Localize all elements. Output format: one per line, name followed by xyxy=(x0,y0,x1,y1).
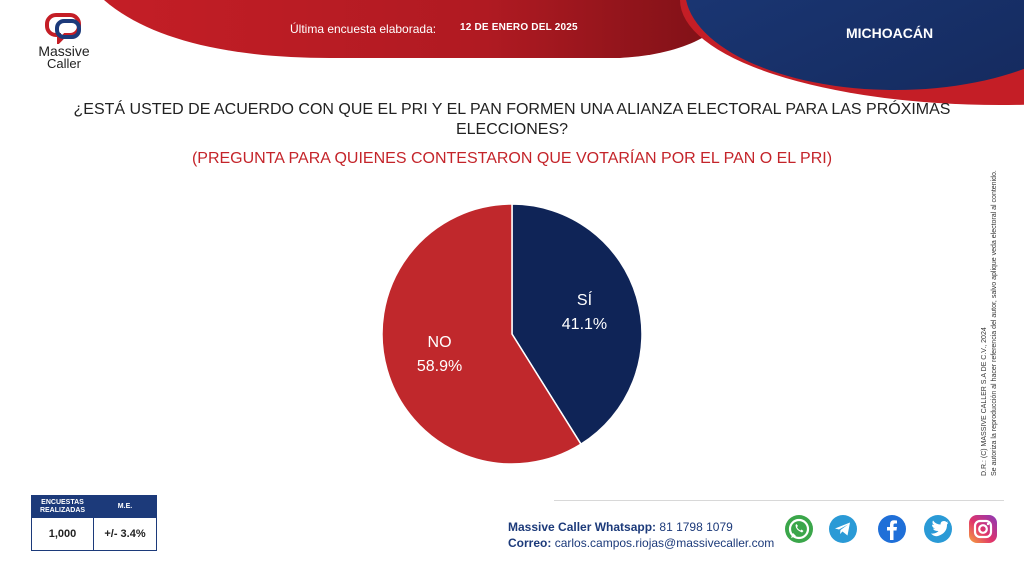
question-title: ¿ESTÁ USTED DE ACUERDO CON QUE EL PRI Y … xyxy=(73,101,951,138)
whatsapp-icon[interactable] xyxy=(783,513,815,545)
email-label: Correo: xyxy=(508,536,552,550)
survey-date: 12 DE ENERO DEL 2025 xyxy=(460,22,578,33)
region-title: MICHOACÁN xyxy=(846,25,934,41)
whatsapp-number[interactable]: 81 1798 1079 xyxy=(659,520,733,534)
stats-me-value: +/- 3.4% xyxy=(104,528,146,540)
question-subtitle: (PREGUNTA PARA QUIENES CONTESTARON QUE V… xyxy=(191,150,833,167)
pie-slice-no xyxy=(381,203,583,465)
pie-chart: SÍ 41.1% NO 58.9% xyxy=(381,203,643,465)
copyright-line2: Se autoriza la reproducción al hacer ref… xyxy=(991,170,998,476)
footer-divider xyxy=(554,500,1004,501)
pie-value-no: 58.9% xyxy=(417,358,462,375)
logo-icon xyxy=(45,13,81,44)
brand-line2: Caller xyxy=(47,56,81,71)
pie-slice-si xyxy=(511,203,643,446)
pie-label-no: NO xyxy=(428,334,452,351)
pie-value-si: 41.1% xyxy=(562,316,607,333)
contact-email: Correo: carlos.campos.riojas@massivecall… xyxy=(508,536,774,550)
survey-stats-table: ENCUESTAS REALIZADAS M.E. 1,000 +/- 3.4% xyxy=(31,495,157,551)
contact-whatsapp: Massive Caller Whatsapp: 81 1798 1079 xyxy=(508,520,733,534)
copyright-note: D.R.: (C) MASSIVE CALLER S.A DE C.V., 20… xyxy=(976,118,1006,478)
twitter-icon[interactable] xyxy=(922,513,954,545)
copyright-line1: D.R.: (C) MASSIVE CALLER S.A DE C.V., 20… xyxy=(981,327,988,476)
massive-caller-logo: Massive Caller xyxy=(28,10,100,80)
email-address[interactable]: carlos.campos.riojas@massivecaller.com xyxy=(554,536,775,550)
stats-header-me: M.E. xyxy=(117,503,133,510)
brand-line1: Massive xyxy=(38,43,90,59)
instagram-icon[interactable] xyxy=(967,513,999,545)
facebook-icon[interactable] xyxy=(876,513,908,545)
pie-label-si: SÍ xyxy=(577,290,593,309)
stats-surveys-value: 1,000 xyxy=(32,518,94,550)
red-header-shape xyxy=(104,0,740,58)
navy-header-shape xyxy=(686,0,1024,90)
stats-header-surveys: ENCUESTAS REALIZADAS xyxy=(32,496,94,518)
whatsapp-label: Massive Caller Whatsapp: xyxy=(508,520,657,534)
telegram-icon[interactable] xyxy=(827,513,859,545)
survey-date-label: Última encuesta elaborada: xyxy=(290,22,437,36)
